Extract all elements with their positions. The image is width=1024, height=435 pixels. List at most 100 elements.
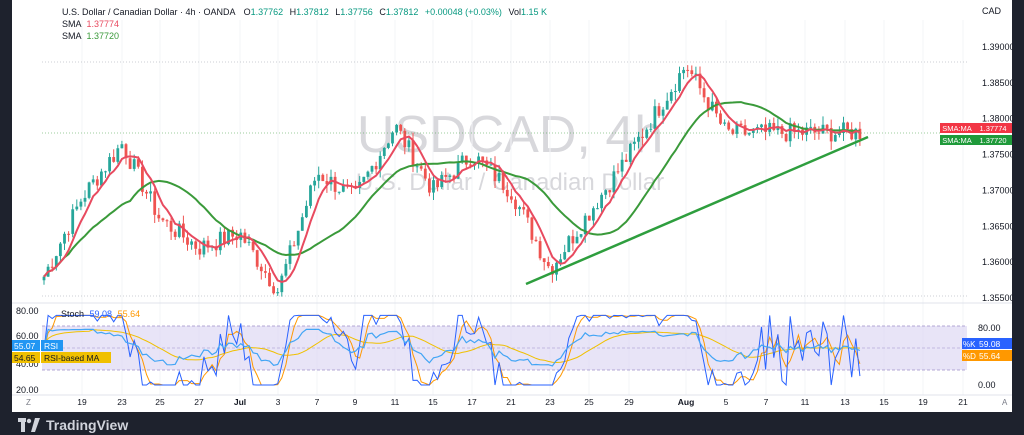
candle-body (75, 206, 79, 210)
time-label: 25 (155, 397, 165, 407)
brand-logo[interactable]: TradingView (18, 416, 128, 434)
candle-body (592, 208, 595, 221)
trendline[interactable] (525, 135, 869, 286)
candle-body (378, 155, 382, 170)
price-axis[interactable]: 1.39000 1.38500 1.38000 1.37500 1.37000 1.365… (982, 42, 1012, 303)
k-value-badge (976, 338, 1012, 349)
candle-body (358, 181, 362, 188)
candle-body (157, 214, 161, 219)
candle-body (313, 180, 316, 186)
time-axis[interactable]: 19 23 25 27 Jul 3 7 9 11 15 17 21 23 25 29 Aug 5 7 11 13 15 1… (77, 397, 968, 407)
rsi-line (43, 328, 861, 367)
time-label: 29 (624, 397, 634, 407)
candle-body (124, 144, 128, 159)
candle-body (526, 209, 530, 218)
time-label: Aug (678, 397, 695, 407)
candle-body (141, 166, 144, 192)
candle-body (173, 231, 177, 237)
close-label: C (379, 7, 386, 17)
time-label: 13 (840, 397, 850, 407)
candle-body (559, 259, 562, 263)
candle-body (583, 215, 587, 235)
sma-fast-label: SMA (62, 19, 82, 29)
candle-body (391, 132, 394, 144)
rsi-badge-label: RSI (44, 341, 58, 351)
candle-body (456, 161, 460, 179)
candle-body (452, 175, 456, 179)
candle-body (838, 133, 841, 136)
rsi-ma-line (43, 329, 860, 364)
chart-area[interactable]: USDCAD, 4h U.S. Dollar / Canadian Dollar… (12, 0, 1012, 412)
rsima-badge-label: RSI-based MA (44, 353, 100, 363)
candle-body (276, 292, 280, 294)
candle-body (370, 166, 374, 172)
candle-body (341, 184, 345, 192)
volume-label: Vol (508, 7, 521, 17)
footer-bar (0, 412, 1024, 435)
price-tick: 1.37000 (982, 185, 1012, 195)
candle-body (747, 132, 751, 135)
oscillator-legend[interactable]: Stoch 59.08 55.64 (61, 308, 140, 320)
candle-body (563, 252, 567, 260)
candle-body (846, 122, 849, 130)
candle-body (91, 179, 95, 183)
candle-body (686, 69, 690, 71)
candle-body (284, 263, 288, 276)
candle-body (296, 230, 300, 246)
sma-fast-legend[interactable]: SMA 1.37774 (62, 18, 547, 30)
candle-body (493, 164, 497, 182)
time-label: 9 (353, 397, 358, 407)
candle-body (579, 234, 583, 237)
candle-body (104, 171, 107, 173)
candle-body (231, 229, 234, 237)
volume-value: 1.15 K (520, 7, 547, 17)
candle-body (698, 73, 702, 89)
osc-left-tick-20: 20.00 (16, 385, 39, 395)
candle-body (54, 256, 58, 268)
low-label: L (335, 7, 341, 17)
timezone-corner[interactable]: Z (26, 398, 31, 407)
candle-body (534, 239, 538, 242)
candle-body (641, 136, 644, 138)
time-label: 7 (315, 397, 320, 407)
candle-body (833, 135, 837, 142)
candle-body (128, 158, 132, 169)
sma-slow-line (43, 101, 861, 278)
candle-body (50, 266, 54, 268)
candle-body (194, 241, 198, 249)
sma-slow-legend[interactable]: SMA 1.37720 (62, 30, 547, 42)
chart-canvas[interactable]: USDCAD, 4h U.S. Dollar / Canadian Dollar… (12, 0, 1012, 412)
stoch-legend[interactable]: Stoch 59.08 55.64 (61, 308, 140, 320)
candle-body (637, 136, 640, 142)
candle-body (706, 97, 710, 111)
candle-body (399, 124, 403, 131)
candle-body (858, 128, 862, 139)
candles[interactable] (42, 65, 862, 297)
price-tick: 1.37500 (982, 150, 1012, 160)
symbol-legend[interactable]: U.S. Dollar / Canadian Dollar · 4h · OAN… (62, 6, 547, 42)
candle-body (505, 189, 509, 197)
candle-body (333, 176, 337, 192)
osc-right-tick-80: 80.00 (978, 323, 1001, 333)
candle-body (71, 209, 75, 234)
candle-body (612, 171, 616, 193)
candle-body (719, 113, 722, 124)
candle-body (825, 124, 829, 128)
candle-body (444, 174, 448, 177)
candle-body (403, 130, 407, 148)
price-tick: 1.35500 (982, 293, 1012, 303)
candle-body (510, 196, 513, 200)
candle-body (624, 159, 628, 162)
symbol-title: U.S. Dollar / Canadian Dollar · 4h · OAN… (62, 7, 236, 17)
auto-scale-button[interactable]: A (1002, 398, 1008, 407)
rsi-badge-value: 55.07 (14, 341, 36, 351)
candle-body (792, 123, 796, 132)
tradingview-logo-icon (18, 418, 40, 432)
candle-body (653, 106, 657, 129)
candle-body (182, 223, 185, 238)
open-value: 1.37762 (250, 7, 284, 17)
candle-body (448, 175, 452, 177)
brand-name: TradingView (46, 417, 129, 433)
candle-body (674, 91, 677, 93)
time-label: Jul (234, 397, 246, 407)
